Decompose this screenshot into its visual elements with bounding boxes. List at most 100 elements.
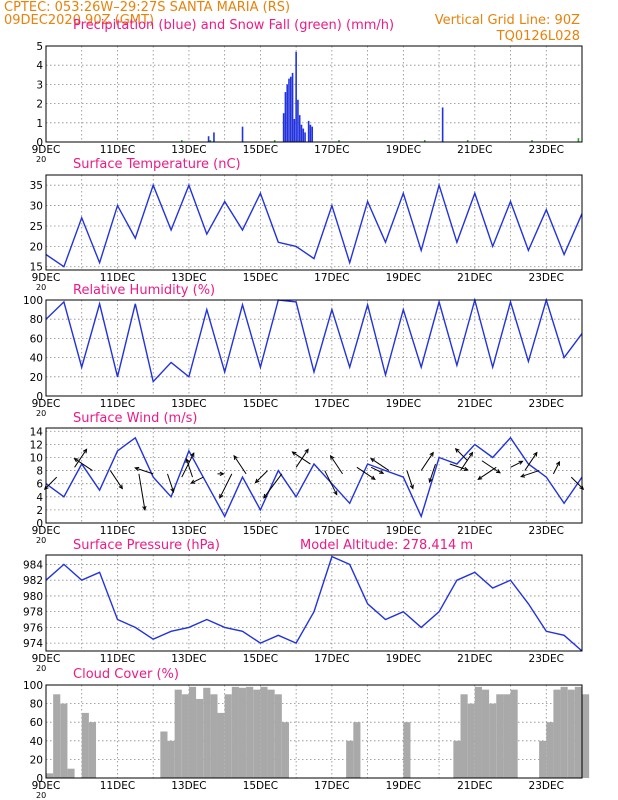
wind-arrow-head bbox=[233, 454, 238, 460]
cloud-bar bbox=[46, 773, 54, 778]
wind-arrow bbox=[449, 463, 469, 472]
y-tick-label: 30 bbox=[30, 201, 43, 213]
wind-arrow-shaft bbox=[477, 466, 497, 480]
y-tick-label: 40 bbox=[30, 736, 43, 748]
wind-arrow-head bbox=[477, 475, 483, 480]
y-tick-label: 100 bbox=[23, 295, 43, 307]
x-tick-label: 15DEC bbox=[243, 272, 278, 284]
y-tick-label: 0 bbox=[36, 518, 43, 530]
cloud-bar bbox=[353, 722, 361, 778]
cloud-bar bbox=[474, 686, 482, 778]
wind-arrow-head bbox=[409, 484, 414, 490]
y-tick-label: 35 bbox=[30, 180, 43, 192]
precip-bar bbox=[241, 126, 244, 142]
cloud-bar bbox=[560, 686, 568, 778]
wind-arrow-head bbox=[370, 457, 376, 463]
y-tick-label: 80 bbox=[30, 699, 43, 711]
wind-arrow-shaft bbox=[44, 476, 58, 490]
precip-bar bbox=[293, 118, 296, 142]
wind-arrow-shaft bbox=[74, 458, 93, 472]
x-tick-label: 9DEC bbox=[32, 144, 61, 156]
humidity-line bbox=[45, 297, 583, 384]
precip-bar bbox=[295, 51, 297, 143]
temperature-panel: 15 20 25 30 35 9DEC 11DEC 13DEC 15DEC 17DEC 19DEC 2… bbox=[30, 157, 583, 292]
wind-arrow-head bbox=[82, 448, 88, 454]
precip-bar bbox=[307, 120, 310, 142]
x-tick-label: 17DEC bbox=[314, 398, 349, 410]
x-tick-label: 13DEC bbox=[171, 272, 206, 284]
panel-title: Precipitation (blue) and Snow Fall (gree… bbox=[73, 18, 394, 33]
precip-bar bbox=[298, 115, 301, 142]
x-tick-label: 23DEC bbox=[529, 653, 564, 665]
y-tick-label: 2 bbox=[36, 505, 43, 517]
cloud-bar bbox=[174, 689, 182, 778]
x-tick-label: 13DEC bbox=[171, 780, 206, 792]
panel-title: Surface Wind (m/s) bbox=[73, 411, 197, 426]
wind-arrow-head bbox=[555, 460, 560, 466]
x-tick-label: 9DEC bbox=[32, 780, 61, 792]
precip-bar bbox=[180, 140, 183, 142]
cloud-frame bbox=[45, 684, 583, 779]
precip-bar bbox=[311, 126, 314, 142]
x-tick-label: 17DEC bbox=[314, 144, 349, 156]
x-tick-label: 21DEC bbox=[457, 272, 492, 284]
cloud-bar bbox=[196, 698, 204, 778]
wind-arrow-shaft bbox=[233, 455, 247, 475]
x-tick-label: 15DEC bbox=[243, 398, 278, 410]
y-tick-label: 25 bbox=[30, 221, 43, 233]
cloud-bar bbox=[267, 689, 275, 778]
wind-arrow-shaft bbox=[455, 448, 469, 462]
wind-arrow bbox=[217, 471, 225, 477]
cloud-bar bbox=[260, 686, 268, 778]
wind-arrow bbox=[138, 473, 147, 511]
wind-arrow-shaft bbox=[552, 461, 560, 475]
wind-arrow-shaft bbox=[138, 473, 146, 510]
wind-arrow-shaft bbox=[356, 466, 376, 480]
y-tick-label: 12 bbox=[30, 439, 43, 451]
wind-arrow bbox=[185, 458, 193, 478]
y-tick-label: 2 bbox=[36, 99, 43, 111]
precip-bar bbox=[309, 124, 312, 142]
wind-arrow-shaft bbox=[330, 455, 344, 475]
header-grid-line: Vertical Grid Line: 90Z bbox=[435, 13, 580, 28]
wind-arrow-head bbox=[219, 493, 224, 499]
x-tick-year-stub: 20 bbox=[36, 791, 46, 800]
cloud-bar bbox=[274, 694, 282, 778]
x-tick-year-stub: 20 bbox=[36, 283, 46, 292]
x-tick-label: 19DEC bbox=[386, 398, 421, 410]
wind-arrow bbox=[324, 470, 338, 496]
precip-bar bbox=[423, 140, 426, 142]
x-tick-year-stub: 20 bbox=[36, 664, 46, 673]
wind-arrow-shaft bbox=[292, 451, 311, 465]
wind-arrow-head bbox=[429, 451, 434, 457]
cloud-bar bbox=[224, 694, 232, 778]
wind-arrow-head bbox=[454, 447, 460, 453]
y-tick-label: 15 bbox=[30, 262, 43, 274]
y-tick-label: 5 bbox=[36, 41, 43, 53]
precip-frame bbox=[45, 45, 583, 143]
cloud-bar bbox=[203, 687, 211, 778]
wind-arrow bbox=[420, 451, 434, 471]
cloud-bar bbox=[160, 731, 168, 778]
cloud-bar bbox=[53, 694, 61, 778]
x-tick-label: 11DEC bbox=[100, 780, 135, 792]
x-tick-label: 23DEC bbox=[529, 272, 564, 284]
x-tick-label: 17DEC bbox=[314, 780, 349, 792]
precip-bar bbox=[441, 107, 444, 142]
y-tick-label: 60 bbox=[30, 717, 43, 729]
wind-arrow bbox=[406, 470, 414, 490]
wind-arrow-shaft bbox=[74, 449, 88, 468]
wind-arrow-head bbox=[379, 469, 385, 474]
y-tick-label: 980 bbox=[23, 591, 43, 603]
x-tick-label: 19DEC bbox=[386, 272, 421, 284]
cloud-bar bbox=[467, 703, 475, 778]
precip-bar bbox=[284, 92, 287, 142]
y-tick-label: 80 bbox=[30, 314, 43, 326]
cloud-bar bbox=[217, 712, 225, 778]
wind-arrow-head bbox=[291, 451, 297, 456]
x-tick-label: 17DEC bbox=[314, 653, 349, 665]
header-station: CPTEC: 053:26W–29:27S SANTA MARIA (RS) bbox=[4, 0, 290, 15]
cloud-bar bbox=[574, 686, 582, 778]
y-tick-label: 0 bbox=[36, 137, 43, 149]
